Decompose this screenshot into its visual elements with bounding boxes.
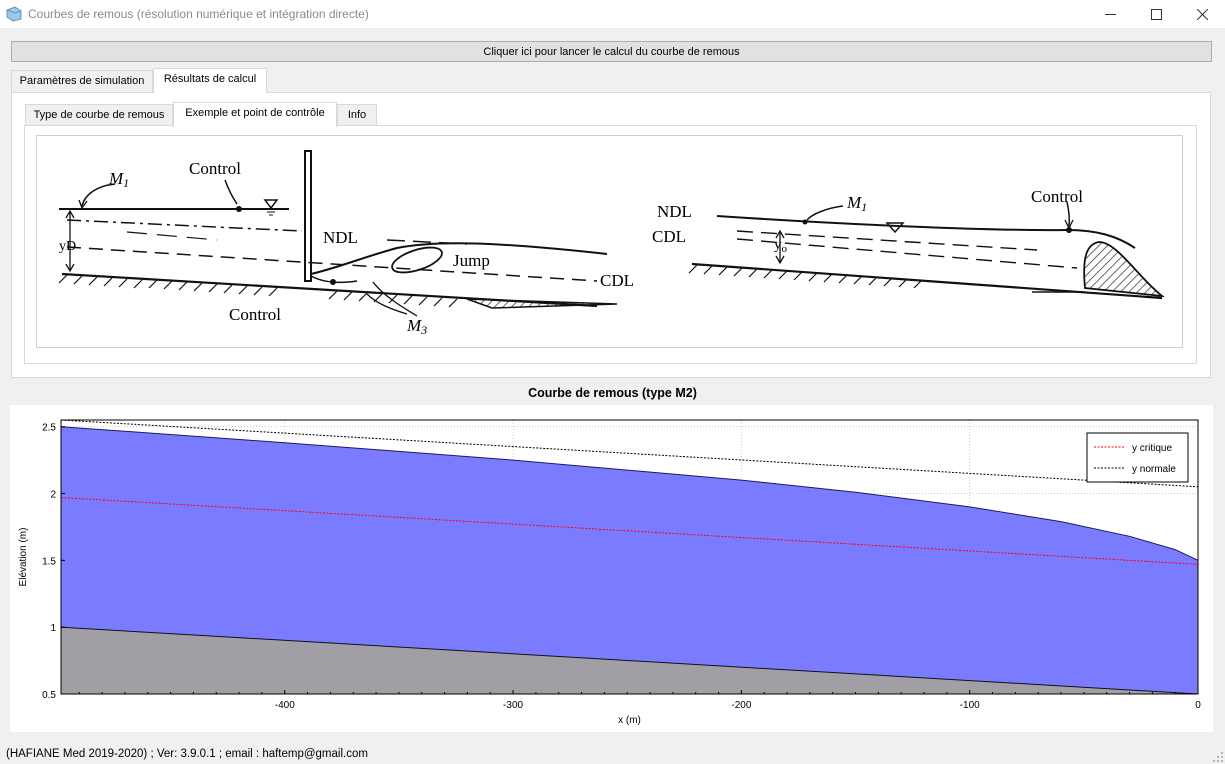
x-tick-label: -100 <box>960 700 980 711</box>
left-ndl-label: NDL <box>323 228 358 247</box>
window-app-icon <box>6 6 22 22</box>
tab-example-control-point[interactable]: Exemple et point de contrôle <box>173 102 337 127</box>
x-tick-label: 0 <box>1195 700 1201 711</box>
maximize-button[interactable] <box>1133 0 1179 28</box>
left-control-bottom-label: Control <box>229 305 281 324</box>
right-sketch: NDL CDL M1 yo Control <box>652 187 1165 300</box>
y-tick-label: 2 <box>50 490 56 501</box>
x-axis-ticks: -400 -300 -200 -100 0 <box>78 690 1201 711</box>
x-tick-label: -300 <box>503 700 523 711</box>
backwater-chart: -400 -300 -200 -100 0 0.5 1 1.5 2 2.5 x (m) Elév… <box>18 419 1201 726</box>
right-depth-label: yo <box>774 237 788 255</box>
jump-label: Jump <box>453 251 490 270</box>
close-button[interactable] <box>1179 0 1225 28</box>
y-tick-label: 2.5 <box>42 423 56 434</box>
m3-label: M3 <box>406 316 427 337</box>
channel-bed-line <box>60 626 1199 695</box>
right-m1-label: M1 <box>846 193 867 214</box>
tab-info[interactable]: Info <box>337 104 377 127</box>
y-tick-label: 1.5 <box>42 556 56 567</box>
left-control-top-label: Control <box>189 159 241 178</box>
y-axis-ticks: 0.5 1 1.5 2 2.5 <box>42 423 65 701</box>
close-icon <box>1196 8 1208 20</box>
chart-legend: y critique y normale <box>1086 432 1189 483</box>
critical-depth-line <box>60 497 1199 565</box>
tab-backwater-curve-type[interactable]: Type de courbe de remous <box>25 104 173 127</box>
legend-box <box>1086 432 1189 483</box>
left-cdl-label: CDL <box>600 271 634 290</box>
x-tick-label: -400 <box>275 700 295 711</box>
title-bar: Courbes de remous (résolution numérique … <box>0 0 1225 28</box>
control-sketch: M1 Control NDL yD Jump CDL Control M3 <box>58 150 1165 337</box>
legend-label-critical: y critique <box>1132 443 1172 454</box>
water-surface-line <box>60 426 1199 561</box>
minimize-button[interactable] <box>1087 0 1133 28</box>
control-point-example-image: M1 Control NDL yD Jump CDL Control M3 <box>36 135 1183 348</box>
water-area <box>61 426 1198 694</box>
x-axis-label: x (m) <box>618 715 641 726</box>
left-sketch: M1 Control NDL yD Jump CDL Control M3 <box>58 150 634 337</box>
y-tick-label: 0.5 <box>42 690 56 701</box>
left-m1-label: M1 <box>108 169 129 190</box>
resize-grip-icon[interactable] <box>1213 752 1223 762</box>
run-calculation-button[interactable]: Cliquer ici pour lancer le calcul du cou… <box>11 41 1212 62</box>
plot-frame <box>60 419 1199 695</box>
normal-depth-line <box>60 419 1199 488</box>
status-bar-text: (HAFIANE Med 2019-2020) ; Ver: 3.9.0.1 ;… <box>6 748 368 760</box>
backwater-plot-panel[interactable]: -400 -300 -200 -100 0 0.5 1 1.5 2 2.5 x (m) Elév… <box>10 405 1213 732</box>
maximize-icon <box>1150 8 1162 20</box>
right-control-label: Control <box>1031 187 1083 206</box>
window-title: Courbes de remous (résolution numérique … <box>28 7 369 21</box>
chart-title: Courbe de remous (type M2) <box>528 386 697 400</box>
left-depth-label: yD <box>59 239 76 254</box>
tab-simulation-parameters[interactable]: Paramètres de simulation <box>11 70 153 93</box>
minimize-icon <box>1104 13 1116 15</box>
legend-label-normal: y normale <box>1132 464 1176 475</box>
y-axis-label: Elévation (m) <box>18 528 29 587</box>
right-cdl-label: CDL <box>652 227 686 246</box>
right-ndl-label: NDL <box>657 202 692 221</box>
x-tick-label: -200 <box>731 700 751 711</box>
tab-calculation-results[interactable]: Résultats de calcul <box>153 68 267 93</box>
y-tick-label: 1 <box>50 623 56 634</box>
